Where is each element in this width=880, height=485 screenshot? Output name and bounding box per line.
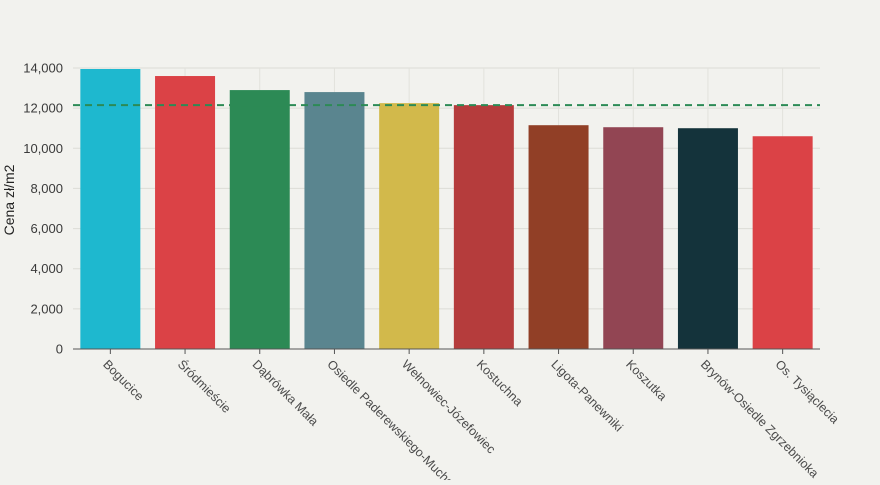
y-tick-label: 10,000 <box>23 141 63 156</box>
bar[interactable] <box>453 105 514 349</box>
bar[interactable] <box>304 92 365 349</box>
y-tick-label: 12,000 <box>23 101 63 116</box>
bar[interactable] <box>80 69 141 349</box>
x-tick-label: Os. Tysiąclecia <box>773 357 842 426</box>
bar[interactable] <box>379 103 440 349</box>
y-tick-label: 2,000 <box>30 301 63 316</box>
bar[interactable] <box>528 125 589 349</box>
bar[interactable] <box>603 127 664 349</box>
y-tick-label: 8,000 <box>30 181 63 196</box>
y-tick-label: 4,000 <box>30 261 63 276</box>
bars-layer <box>80 69 813 350</box>
bar[interactable] <box>752 136 813 349</box>
bar[interactable] <box>677 128 738 349</box>
y-axis-title: Cena zł/m2 <box>1 164 17 235</box>
y-tick-label: 14,000 <box>23 61 63 76</box>
x-tick-label: Koszutka <box>623 357 669 403</box>
x-tick-label: Bogucice <box>100 357 146 403</box>
x-tick-label: Brynów-Osiedle Zgrzebnioka <box>698 357 821 480</box>
y-tick-label: 6,000 <box>30 221 63 236</box>
x-tick-label: Kostuchna <box>474 357 526 409</box>
x-tick-label: Dąbrówka Mała <box>250 357 321 428</box>
x-tick-label: Śródmieście <box>175 357 234 416</box>
axis-layer <box>73 348 820 354</box>
bar[interactable] <box>229 90 290 349</box>
bar[interactable] <box>155 76 216 350</box>
y-tick-label: 0 <box>56 342 63 357</box>
x-tick-label: Ligota-Panewniki <box>548 357 625 434</box>
